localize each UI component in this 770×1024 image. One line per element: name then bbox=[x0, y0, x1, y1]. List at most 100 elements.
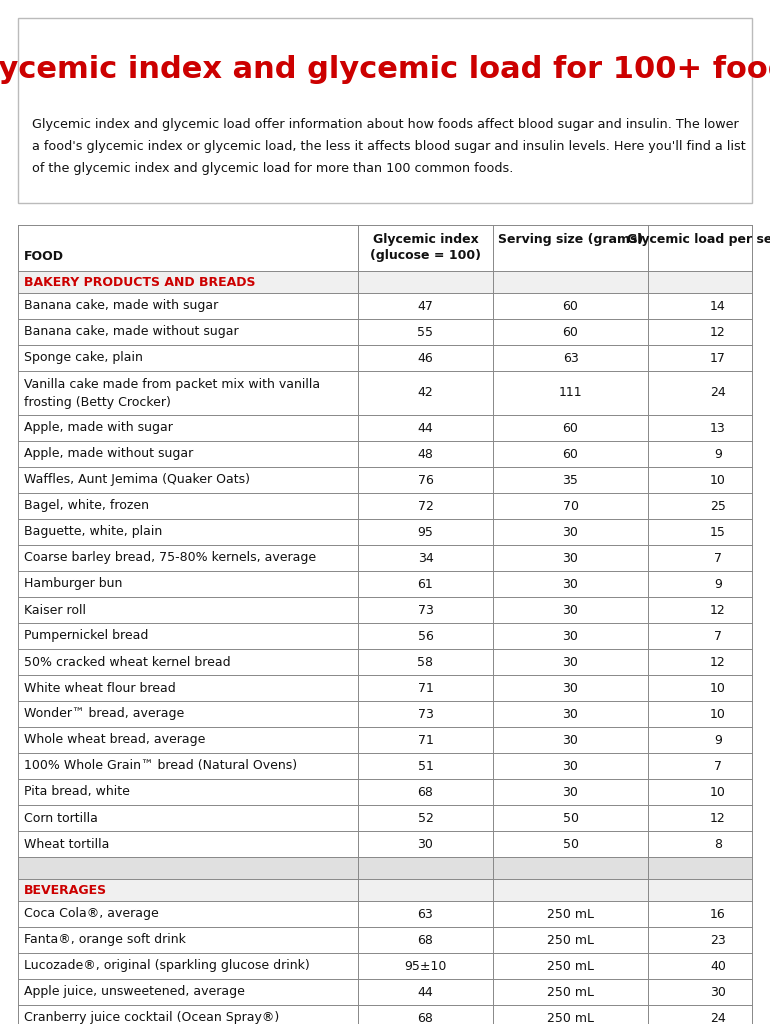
Text: 40: 40 bbox=[710, 959, 726, 973]
Text: 50% cracked wheat kernel bread: 50% cracked wheat kernel bread bbox=[24, 655, 231, 669]
Text: BEVERAGES: BEVERAGES bbox=[24, 884, 107, 896]
Text: Corn tortilla: Corn tortilla bbox=[24, 811, 98, 824]
Text: Whole wheat bread, average: Whole wheat bread, average bbox=[24, 733, 206, 746]
Text: 250 mL: 250 mL bbox=[547, 907, 594, 921]
Text: 24: 24 bbox=[710, 1012, 726, 1024]
Text: 68: 68 bbox=[417, 785, 434, 799]
Text: a food's glycemic index or glycemic load, the less it affects blood sugar and in: a food's glycemic index or glycemic load… bbox=[32, 140, 746, 153]
Text: 30: 30 bbox=[563, 578, 578, 591]
Text: 30: 30 bbox=[563, 733, 578, 746]
Text: BAKERY PRODUCTS AND BREADS: BAKERY PRODUCTS AND BREADS bbox=[24, 275, 256, 289]
Text: 71: 71 bbox=[417, 733, 434, 746]
Text: 30: 30 bbox=[563, 760, 578, 772]
Text: Banana cake, made with sugar: Banana cake, made with sugar bbox=[24, 299, 218, 312]
Text: 61: 61 bbox=[417, 578, 434, 591]
Bar bbox=[18, 857, 752, 879]
Text: 60: 60 bbox=[563, 299, 578, 312]
Text: 71: 71 bbox=[417, 682, 434, 694]
Text: 60: 60 bbox=[563, 326, 578, 339]
Text: 12: 12 bbox=[710, 655, 726, 669]
Text: 76: 76 bbox=[417, 473, 434, 486]
Text: 10: 10 bbox=[710, 473, 726, 486]
Text: 25: 25 bbox=[710, 500, 726, 512]
Text: 35: 35 bbox=[563, 473, 578, 486]
Bar bbox=[18, 18, 752, 203]
Text: 47: 47 bbox=[417, 299, 434, 312]
Text: Glycemic index and glycemic load for 100+ foods: Glycemic index and glycemic load for 100… bbox=[0, 55, 770, 85]
Text: 68: 68 bbox=[417, 1012, 434, 1024]
Text: Glycemic index and glycemic load offer information about how foods affect blood : Glycemic index and glycemic load offer i… bbox=[32, 118, 738, 131]
Bar bbox=[18, 519, 752, 545]
Text: Coca Cola®, average: Coca Cola®, average bbox=[24, 907, 159, 921]
Text: Cranberry juice cocktail (Ocean Spray®): Cranberry juice cocktail (Ocean Spray®) bbox=[24, 1012, 280, 1024]
Text: FOOD: FOOD bbox=[24, 250, 64, 263]
Text: 12: 12 bbox=[710, 326, 726, 339]
Bar bbox=[18, 727, 752, 753]
Bar bbox=[18, 441, 752, 467]
Text: Glycemic index: Glycemic index bbox=[373, 233, 478, 246]
Bar bbox=[18, 649, 752, 675]
Text: 14: 14 bbox=[710, 299, 726, 312]
Bar bbox=[18, 371, 752, 415]
Bar bbox=[18, 953, 752, 979]
Text: Vanilla cake made from packet mix with vanilla: Vanilla cake made from packet mix with v… bbox=[24, 378, 320, 391]
Text: 9: 9 bbox=[714, 578, 722, 591]
Text: Apple juice, unsweetened, average: Apple juice, unsweetened, average bbox=[24, 985, 245, 998]
Text: Fanta®, orange soft drink: Fanta®, orange soft drink bbox=[24, 934, 186, 946]
Text: 42: 42 bbox=[417, 386, 434, 399]
Bar bbox=[18, 493, 752, 519]
Bar bbox=[18, 571, 752, 597]
Text: 250 mL: 250 mL bbox=[547, 985, 594, 998]
Text: 24: 24 bbox=[710, 386, 726, 399]
Bar bbox=[18, 597, 752, 623]
Bar bbox=[18, 271, 752, 293]
Text: Glycemic load per serving: Glycemic load per serving bbox=[628, 233, 770, 246]
Text: 44: 44 bbox=[417, 985, 434, 998]
Bar bbox=[18, 319, 752, 345]
Text: Kaiser roll: Kaiser roll bbox=[24, 603, 86, 616]
Bar bbox=[18, 901, 752, 927]
Text: 111: 111 bbox=[559, 386, 582, 399]
Bar bbox=[18, 675, 752, 701]
Bar bbox=[18, 701, 752, 727]
Text: 50: 50 bbox=[563, 811, 578, 824]
Text: 72: 72 bbox=[417, 500, 434, 512]
Text: Wheat tortilla: Wheat tortilla bbox=[24, 838, 109, 851]
Bar bbox=[18, 623, 752, 649]
Text: 30: 30 bbox=[563, 655, 578, 669]
Text: of the glycemic index and glycemic load for more than 100 common foods.: of the glycemic index and glycemic load … bbox=[32, 162, 514, 175]
Text: Apple, made without sugar: Apple, made without sugar bbox=[24, 447, 193, 461]
Text: 95: 95 bbox=[417, 525, 434, 539]
Text: 7: 7 bbox=[714, 760, 722, 772]
Text: 100% Whole Grain™ bread (Natural Ovens): 100% Whole Grain™ bread (Natural Ovens) bbox=[24, 760, 297, 772]
Text: 10: 10 bbox=[710, 682, 726, 694]
Text: 44: 44 bbox=[417, 422, 434, 434]
Bar bbox=[18, 345, 752, 371]
Text: 30: 30 bbox=[417, 838, 434, 851]
Text: Banana cake, made without sugar: Banana cake, made without sugar bbox=[24, 326, 239, 339]
Bar bbox=[18, 293, 752, 319]
Text: Baguette, white, plain: Baguette, white, plain bbox=[24, 525, 162, 539]
Text: 30: 30 bbox=[563, 603, 578, 616]
Text: 30: 30 bbox=[563, 525, 578, 539]
Text: 250 mL: 250 mL bbox=[547, 934, 594, 946]
Bar bbox=[18, 831, 752, 857]
Text: 63: 63 bbox=[417, 907, 434, 921]
Text: 70: 70 bbox=[563, 500, 578, 512]
Bar bbox=[18, 545, 752, 571]
Text: 16: 16 bbox=[710, 907, 726, 921]
Text: 34: 34 bbox=[417, 552, 434, 564]
Text: 23: 23 bbox=[710, 934, 726, 946]
Text: 55: 55 bbox=[417, 326, 434, 339]
Bar bbox=[18, 979, 752, 1005]
Bar bbox=[18, 415, 752, 441]
Text: Waffles, Aunt Jemima (Quaker Oats): Waffles, Aunt Jemima (Quaker Oats) bbox=[24, 473, 250, 486]
Text: Hamburger bun: Hamburger bun bbox=[24, 578, 122, 591]
Bar bbox=[18, 753, 752, 779]
Text: 73: 73 bbox=[417, 708, 434, 721]
Text: Lucozade®, original (sparkling glucose drink): Lucozade®, original (sparkling glucose d… bbox=[24, 959, 310, 973]
Text: 250 mL: 250 mL bbox=[547, 959, 594, 973]
Text: Serving size (grams): Serving size (grams) bbox=[498, 233, 643, 246]
Text: 30: 30 bbox=[563, 682, 578, 694]
Text: 73: 73 bbox=[417, 603, 434, 616]
